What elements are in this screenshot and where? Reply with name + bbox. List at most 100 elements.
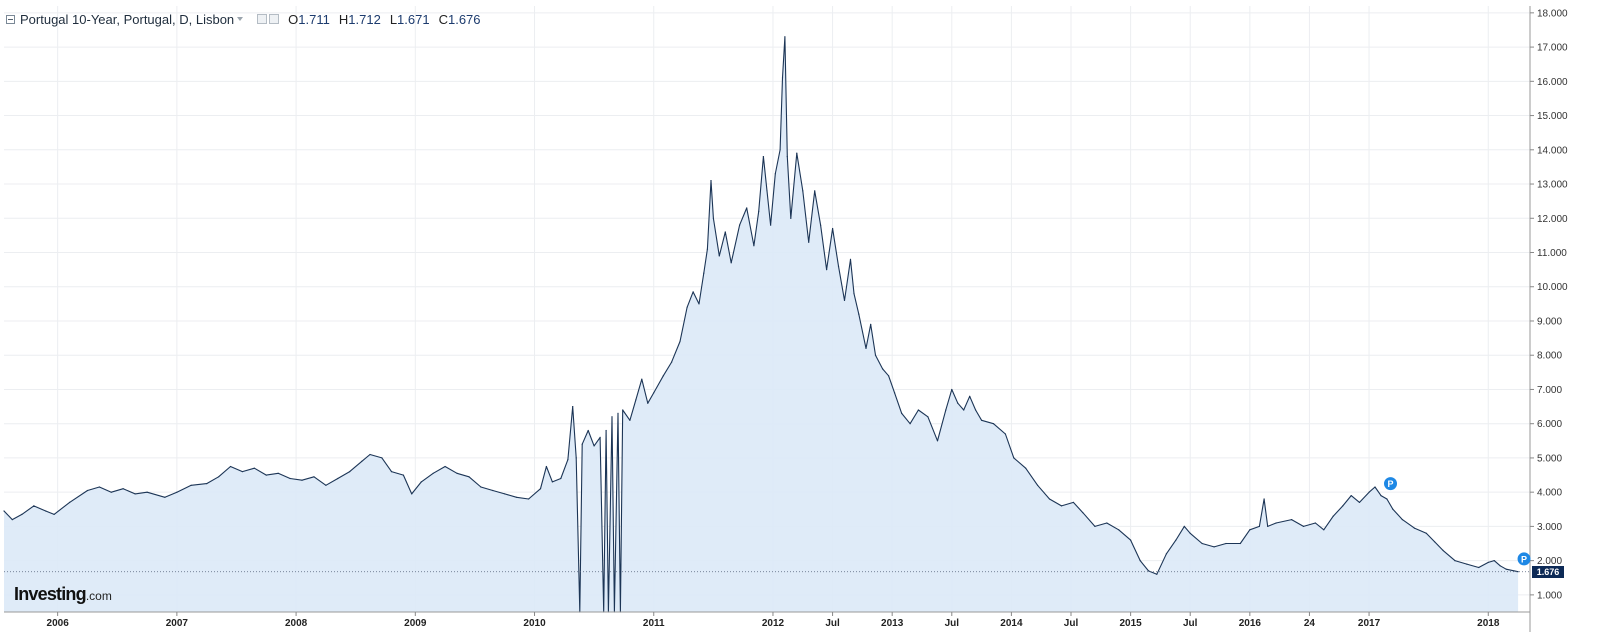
data-point bbox=[802, 190, 804, 192]
data-point bbox=[1442, 549, 1444, 552]
x-tick-label: 2016 bbox=[1239, 618, 1262, 629]
collapse-icon[interactable] bbox=[6, 14, 15, 24]
x-tick-label: Jul bbox=[1183, 618, 1198, 629]
data-point bbox=[858, 313, 860, 315]
y-tick-label: 9.000 bbox=[1537, 316, 1562, 327]
data-point bbox=[796, 152, 798, 154]
pin-marker-label: P bbox=[1521, 554, 1527, 564]
data-point bbox=[784, 36, 786, 38]
y-tick-label: 12.000 bbox=[1537, 214, 1568, 225]
data-point bbox=[853, 293, 855, 295]
data-point bbox=[718, 255, 720, 257]
x-tick-label: 2013 bbox=[881, 618, 904, 629]
data-point bbox=[730, 262, 732, 264]
data-point bbox=[963, 409, 965, 411]
data-point bbox=[241, 471, 243, 473]
data-point bbox=[86, 489, 89, 492]
y-axis[interactable]: 1.000 2.000 3.000 4.000 5.000 6.000 7.000 8.000… bbox=[1530, 8, 1568, 601]
data-point bbox=[692, 291, 694, 293]
data-point bbox=[820, 224, 822, 226]
data-point bbox=[504, 493, 506, 495]
data-point bbox=[629, 419, 631, 421]
data-point bbox=[766, 190, 768, 192]
x-axis[interactable]: 2006 2007 2008 2009 2010 2011 2012 Jul 2013 Jul 20… bbox=[47, 612, 1500, 629]
plot-area[interactable] bbox=[3, 36, 1530, 613]
data-point bbox=[361, 460, 363, 462]
data-point bbox=[567, 459, 569, 461]
y-tick-label: 18.000 bbox=[1537, 8, 1568, 19]
data-point bbox=[560, 477, 562, 480]
data-point bbox=[1175, 539, 1177, 541]
data-point bbox=[599, 436, 601, 438]
data-point bbox=[671, 361, 673, 363]
data-point bbox=[724, 231, 726, 233]
data-point bbox=[1025, 467, 1027, 469]
data-point bbox=[706, 248, 709, 250]
data-point bbox=[218, 476, 220, 478]
data-point bbox=[1434, 541, 1436, 543]
data-point bbox=[981, 419, 983, 421]
data-point bbox=[1013, 457, 1015, 459]
data-point bbox=[1239, 542, 1241, 545]
data-point bbox=[1249, 529, 1251, 531]
y-tick-label: 17.000 bbox=[1537, 43, 1568, 54]
chart-legend: Portugal 10-Year, Portugal, D, Lisbon O1… bbox=[6, 10, 481, 28]
data-point bbox=[1454, 560, 1456, 562]
y-tick-label: 3.000 bbox=[1537, 522, 1562, 533]
data-point bbox=[1130, 539, 1132, 541]
x-tick-label: 2009 bbox=[404, 618, 427, 629]
data-point bbox=[313, 476, 315, 478]
data-point bbox=[622, 409, 624, 411]
data-point bbox=[480, 486, 482, 488]
investing-logo: Investing.com bbox=[14, 584, 112, 604]
data-point bbox=[575, 457, 577, 459]
data-point bbox=[1139, 560, 1141, 562]
data-point bbox=[951, 388, 953, 391]
ohlc-high: H1.712 bbox=[338, 11, 381, 27]
data-point bbox=[1499, 565, 1501, 567]
pin-marker[interactable]: P bbox=[1517, 552, 1531, 566]
data-point bbox=[593, 445, 595, 447]
data-point bbox=[1392, 508, 1394, 510]
data-point bbox=[832, 227, 834, 230]
data-point bbox=[1401, 519, 1403, 521]
data-point bbox=[762, 156, 765, 158]
data-point bbox=[901, 412, 903, 414]
data-point bbox=[1118, 529, 1120, 531]
data-point bbox=[849, 258, 852, 260]
data-point bbox=[45, 510, 47, 512]
data-point bbox=[945, 409, 947, 411]
data-point bbox=[587, 429, 589, 432]
data-point bbox=[1048, 498, 1051, 500]
data-point bbox=[33, 505, 35, 507]
pin-marker[interactable]: P bbox=[1384, 477, 1398, 491]
data-point bbox=[545, 465, 548, 468]
data-point bbox=[909, 423, 911, 425]
data-point bbox=[712, 217, 715, 219]
data-point bbox=[551, 481, 554, 483]
data-point bbox=[686, 306, 688, 308]
data-point bbox=[381, 457, 383, 459]
legend-title[interactable]: Portugal 10-Year, Portugal, D, Lisbon bbox=[20, 11, 235, 27]
chevron-down-icon[interactable] bbox=[237, 17, 244, 21]
data-point bbox=[779, 149, 781, 151]
settings-icon[interactable] bbox=[257, 14, 268, 24]
data-point bbox=[814, 190, 816, 192]
data-point bbox=[917, 409, 920, 411]
x-tick-label: Jul bbox=[945, 618, 960, 629]
x-tick-label: 2011 bbox=[643, 618, 665, 629]
data-point bbox=[837, 265, 840, 267]
close-icon[interactable] bbox=[269, 14, 280, 24]
data-point bbox=[617, 412, 619, 414]
data-point bbox=[957, 402, 959, 404]
y-tick-label: 10.000 bbox=[1537, 282, 1568, 293]
data-point bbox=[98, 486, 100, 488]
data-point bbox=[927, 416, 929, 418]
data-point bbox=[611, 416, 613, 418]
data-point bbox=[679, 340, 681, 343]
data-point bbox=[1183, 525, 1185, 528]
data-point bbox=[134, 493, 136, 495]
data-point bbox=[865, 347, 867, 349]
y-tick-label: 16.000 bbox=[1537, 77, 1568, 88]
